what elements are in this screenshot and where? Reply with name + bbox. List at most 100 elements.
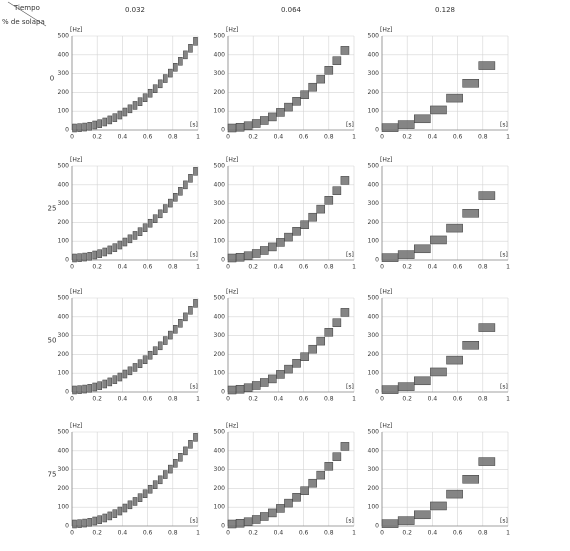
spectrogram-block (77, 385, 82, 394)
spectrogram-block (137, 493, 143, 502)
spectrogram-block (132, 231, 138, 240)
spectrogram-block (82, 122, 87, 132)
spectrogram-block (147, 218, 153, 228)
spectrogram-block (284, 102, 293, 112)
spectrogram-block (168, 464, 173, 474)
column-header: 0.032 (125, 6, 145, 14)
spectrogram-block (157, 475, 163, 485)
spectrogram-block (462, 79, 480, 88)
spectrogram-block (173, 325, 178, 334)
x-tick-label: 0.6 (453, 396, 463, 403)
column-header: 0.064 (281, 6, 302, 14)
spectrogram-block (127, 500, 133, 510)
x-tick-label: 0.6 (299, 134, 309, 141)
spectrogram-block (332, 186, 342, 195)
spectrogram-block (268, 374, 277, 384)
y-axis-label: [Hz] (70, 423, 82, 430)
spectrogram-block (292, 359, 301, 368)
spectrogram-block (193, 299, 198, 308)
spectrogram-block (397, 250, 415, 259)
spectrogram-block (137, 359, 143, 368)
spectrogram-block (117, 240, 123, 250)
spectrogram-block (82, 252, 87, 262)
y-tick-label: 300 (214, 200, 226, 207)
spectrogram-block (72, 519, 77, 529)
spectrogram-block (173, 459, 178, 468)
spectrogram-block (157, 341, 163, 351)
spectrogram-block (178, 319, 183, 328)
y-tick-label: 100 (58, 504, 70, 511)
spectrogram-block (122, 107, 128, 117)
spectrogram-block (193, 167, 198, 176)
x-axis-label: [s] (346, 518, 354, 525)
y-tick-label: 200 (214, 351, 226, 358)
x-tick-label: 0 (226, 264, 230, 271)
spectrogram-block (478, 323, 496, 332)
y-tick-label: 300 (58, 332, 70, 339)
spectrogram-block (107, 245, 113, 255)
x-axis-label: [s] (346, 384, 354, 391)
spectrogram-block (132, 101, 138, 110)
x-tick-label: 0.2 (248, 134, 258, 141)
x-tick-label: 0 (380, 530, 384, 537)
corner-top-label: Tiempo (13, 4, 40, 12)
spectrogram-block (178, 453, 183, 462)
y-tick-label: 100 (214, 108, 226, 115)
x-axis-label: [s] (500, 518, 508, 525)
y-tick-label: 200 (214, 485, 226, 492)
spectrogram-block (112, 243, 118, 252)
x-tick-label: 0.6 (143, 134, 153, 141)
spectrogram-block (446, 489, 463, 499)
x-tick-label: 0 (226, 134, 230, 141)
spectrogram-block (397, 516, 415, 525)
spectrogram-block (340, 308, 350, 317)
spectrogram-block (462, 341, 480, 350)
spectrogram-block (397, 382, 415, 391)
y-axis-label: [Hz] (380, 157, 392, 164)
y-tick-label: 100 (58, 238, 70, 245)
spectrogram-block (292, 227, 301, 236)
spectrogram-block (82, 518, 87, 528)
x-tick-label: 1 (196, 134, 200, 141)
y-axis-label: [Hz] (380, 27, 392, 34)
spectrogram-block (381, 253, 399, 262)
spectrogram-block (183, 180, 188, 190)
spectrogram-block (308, 344, 317, 354)
spectrogram-block (77, 123, 82, 132)
y-tick-label: 100 (368, 504, 380, 511)
x-tick-label: 0.8 (324, 396, 334, 403)
row-header: 25 (48, 204, 57, 212)
y-axis-label: [Hz] (226, 27, 238, 34)
x-tick-label: 0.4 (118, 530, 128, 537)
x-tick-label: 0.4 (428, 396, 438, 403)
spectrogram-block (292, 97, 301, 106)
spectrogram-block (142, 93, 148, 102)
x-tick-label: 1 (506, 530, 510, 537)
spectrogram-block (332, 452, 342, 461)
spectrogram-block (300, 352, 309, 361)
y-tick-label: 300 (368, 200, 380, 207)
x-tick-label: 0.2 (402, 530, 412, 537)
spectrogram-block (178, 187, 183, 196)
x-tick-label: 0 (226, 530, 230, 537)
spectrogram-block (82, 384, 87, 394)
spectrogram-block (227, 385, 237, 395)
x-tick-label: 0.8 (324, 134, 334, 141)
y-tick-label: 400 (368, 181, 380, 188)
spectrogram-block (162, 470, 168, 479)
x-tick-label: 0.6 (143, 264, 153, 271)
y-axis-label: [Hz] (380, 289, 392, 296)
spectrogram-block (332, 56, 342, 65)
x-tick-label: 0.6 (299, 396, 309, 403)
spectrogram-block (260, 378, 269, 387)
x-tick-label: 0.8 (478, 134, 488, 141)
x-tick-label: 1 (196, 530, 200, 537)
spectrogram-block (107, 115, 113, 125)
spectrogram-block (188, 44, 193, 53)
x-tick-label: 1 (506, 264, 510, 271)
x-tick-label: 1 (506, 134, 510, 141)
spectrogram-block (397, 120, 415, 129)
x-tick-label: 0.8 (168, 134, 178, 141)
x-tick-label: 0.4 (118, 396, 128, 403)
